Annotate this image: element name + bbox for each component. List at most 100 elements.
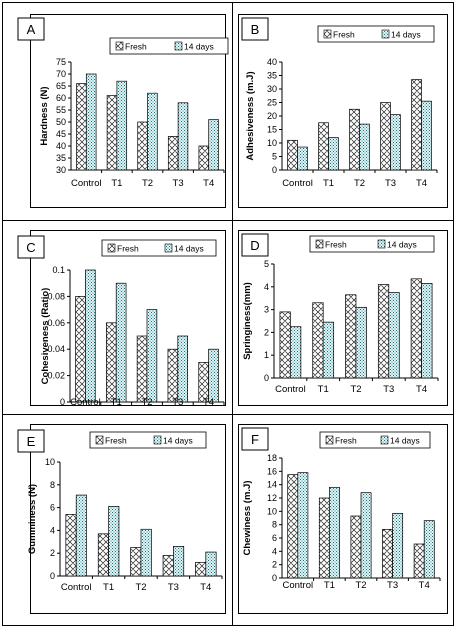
y-tick-label-d-5: 5 <box>264 259 269 269</box>
y-tick-label-f-7: 14 <box>267 480 277 490</box>
panel-label-box-f <box>241 427 269 451</box>
y-tick-label-b-3: 15 <box>267 125 277 135</box>
bar-d-t3-fresh <box>377 284 390 379</box>
chart-f-box <box>238 424 448 614</box>
y-tick-label-c-3: 0.06 <box>47 318 65 328</box>
y-tick-label-b-7: 35 <box>267 71 277 81</box>
bar-f-t1-14days <box>329 486 340 579</box>
y-tick-label-a-6: 60 <box>56 93 66 103</box>
y-tick-label-b-6: 30 <box>267 84 277 94</box>
legend-e <box>89 431 207 449</box>
legend-label-c-1: 14 days <box>174 244 204 254</box>
bar-b-t2-14days <box>359 123 370 171</box>
y-axis-title-e: Gumminess (N) <box>27 484 38 554</box>
y-tick-label-b-5: 25 <box>267 98 277 108</box>
y-axis-title-f: Chewiness (m.J) <box>242 481 253 556</box>
category-label-c-4: T4 <box>203 397 214 408</box>
bar-d-t2-fresh <box>345 294 357 379</box>
bar-c-control-14days <box>85 269 96 403</box>
panel-label-box-a <box>17 17 45 41</box>
y-axis-title-a: Hardness (N) <box>39 86 50 145</box>
category-label-a-4: T4 <box>203 178 214 189</box>
category-label-f-2: T2 <box>355 580 366 591</box>
bar-a-t2-fresh <box>137 121 148 171</box>
bar-a-t3-fresh <box>167 136 179 171</box>
y-tick-label-c-5: 0.1 <box>52 265 65 275</box>
chart-e: E Fresh 14 days 0 2 4 6 8 10 Gumminess (N) Control… <box>17 429 223 593</box>
category-label-a-0: Control <box>71 178 102 189</box>
bar-f-t4-fresh <box>413 543 425 579</box>
bar-d-t4-14days <box>421 283 433 379</box>
category-label-d-1: T1 <box>318 384 329 395</box>
bar-d-t1-fresh <box>312 302 324 379</box>
y-tick-label-d-3: 3 <box>264 305 269 315</box>
category-label-c-0: Control <box>70 397 101 408</box>
bar-c-t2-fresh <box>136 335 148 403</box>
legend-swatch-f-1 <box>380 435 389 445</box>
y-tick-label-a-9: 75 <box>56 57 66 67</box>
y-tick-label-c-1: 0.02 <box>47 371 65 381</box>
bar-a-control-14days <box>85 73 97 171</box>
category-label-d-4: T4 <box>416 384 427 395</box>
category-label-c-2: T2 <box>141 397 152 408</box>
category-label-c-3: T3 <box>172 397 183 408</box>
category-label-d-3: T3 <box>383 384 394 395</box>
bar-b-t1-fresh <box>318 122 329 171</box>
bar-b-t2-fresh <box>349 108 360 171</box>
bar-f-t4-14days <box>423 520 435 579</box>
category-label-e-2: T2 <box>135 582 146 593</box>
panel-divider-row-2 <box>2 414 454 415</box>
y-tick-label-a-0: 30 <box>56 165 66 175</box>
y-tick-label-c-4: 0.08 <box>47 291 65 301</box>
category-label-a-2: T2 <box>142 178 153 189</box>
bar-c-t1-fresh <box>105 322 117 403</box>
figure-frame <box>2 2 454 626</box>
category-label-c-1: T1 <box>111 397 122 408</box>
legend-b <box>317 25 435 43</box>
category-label-b-3: T3 <box>385 178 396 189</box>
bar-b-t4-fresh <box>411 79 422 171</box>
bar-e-t2-fresh <box>130 547 142 577</box>
legend-swatch-e-0 <box>95 435 104 445</box>
bar-f-t2-fresh <box>350 515 362 579</box>
bar-c-t3-14days <box>177 335 189 403</box>
panel-label-a: A <box>27 22 36 37</box>
y-tick-label-a-7: 65 <box>56 81 66 91</box>
legend-swatch-a-0 <box>115 41 124 51</box>
legend-label-f-0: Fresh <box>335 436 357 446</box>
bar-b-t1-14days <box>328 137 339 171</box>
panel-f: F Fresh 14 days 0 2 4 6 8 10 12 14 16 18 Chewiness (m… <box>234 416 453 624</box>
category-label-e-0: Control <box>61 582 92 593</box>
category-label-e-3: T3 <box>168 582 179 593</box>
bar-c-t2-14days <box>146 309 158 403</box>
legend-label-c-0: Fresh <box>117 244 139 254</box>
y-tick-label-c-0: 0 <box>60 397 65 407</box>
panel-c: C Fresh 14 days 0 0.02 0.04 0.06 0.08 0.1 Cohesiv… <box>4 222 231 413</box>
legend-swatch-e-1 <box>153 435 162 445</box>
y-tick-label-e-0: 0 <box>50 571 55 581</box>
y-tick-label-a-3: 45 <box>56 129 66 139</box>
bar-e-t4-14days <box>205 551 217 577</box>
bar-b-t3-fresh <box>380 102 391 171</box>
bar-a-t1-fresh <box>106 95 118 171</box>
legend-label-d-1: 14 days <box>387 240 417 250</box>
legend-label-e-1: 14 days <box>163 436 193 446</box>
bar-e-t1-14days <box>108 506 120 577</box>
y-tick-label-d-0: 0 <box>264 373 269 383</box>
legend-label-d-0: Fresh <box>325 240 347 250</box>
bar-e-control-14days <box>75 494 87 577</box>
bar-f-t3-14days <box>392 512 404 579</box>
legend-swatch-a-1 <box>174 41 183 51</box>
y-tick-label-e-4: 8 <box>50 480 55 490</box>
bar-b-t4-14days <box>421 100 432 171</box>
bar-d-t2-14days <box>355 306 367 379</box>
bar-e-control-fresh <box>65 514 77 577</box>
bar-f-t1-fresh <box>318 497 330 579</box>
bar-e-t4-fresh <box>195 561 207 577</box>
bar-a-t4-fresh <box>198 145 210 171</box>
panel-e: E Fresh 14 days 0 2 4 6 8 10 Gumminess (N) Control… <box>4 416 231 624</box>
category-label-a-3: T3 <box>173 178 184 189</box>
bar-f-control-14days <box>297 472 309 579</box>
category-label-e-4: T4 <box>200 582 211 593</box>
y-tick-label-b-2: 10 <box>267 138 277 148</box>
